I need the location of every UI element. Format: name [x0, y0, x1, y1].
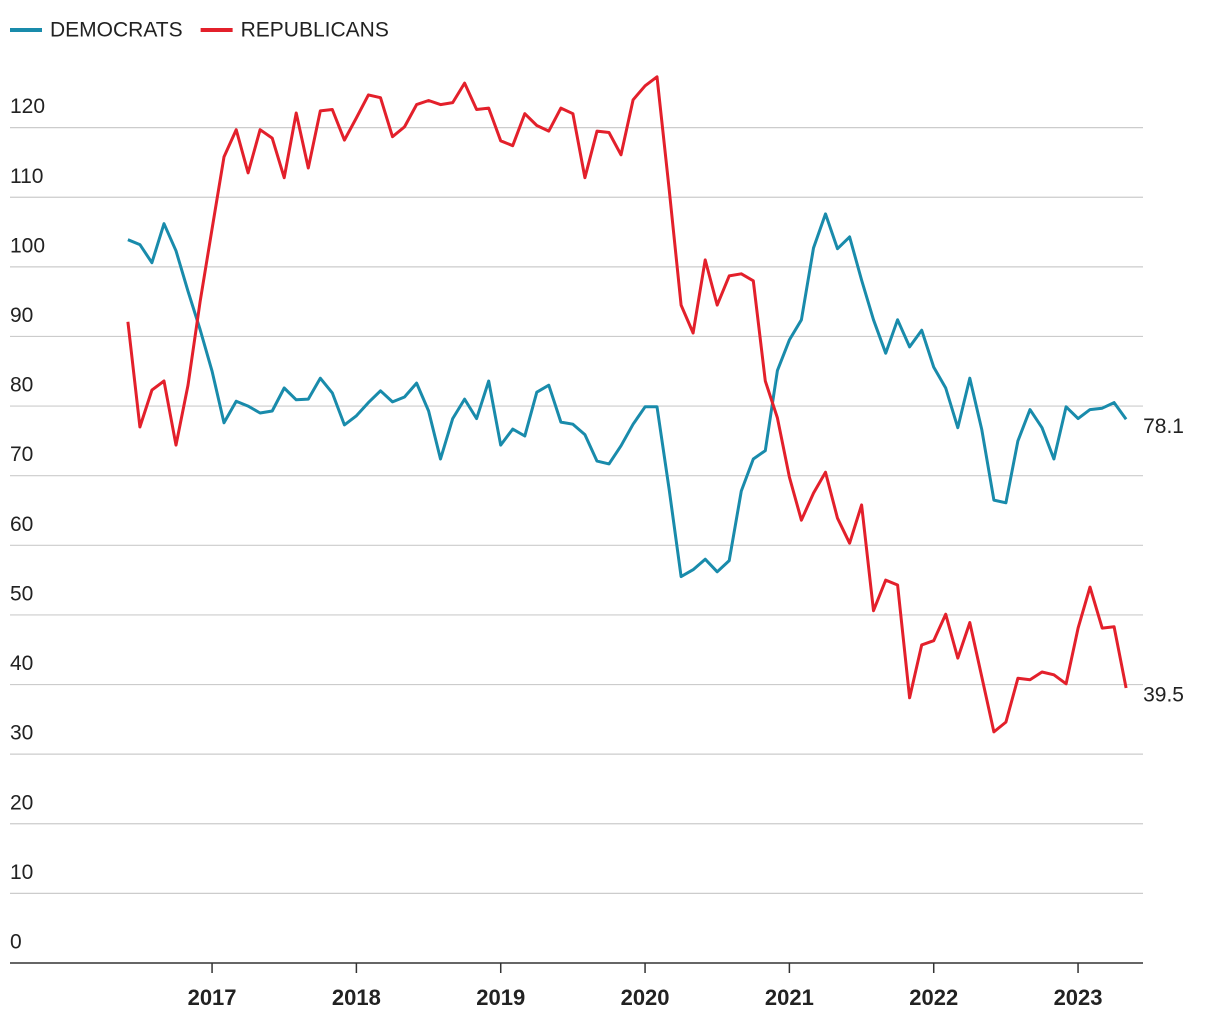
y-tick-label: 10 — [10, 861, 33, 884]
end-value-label: 78.1 — [1143, 415, 1184, 438]
series-line — [127, 212, 1128, 579]
y-tick-label: 40 — [10, 652, 33, 675]
y-tick-label: 60 — [10, 513, 33, 536]
x-tick-label: 2020 — [621, 985, 670, 1010]
x-tick-label: 2021 — [765, 985, 814, 1010]
y-tick-label: 90 — [10, 304, 33, 327]
x-tick-label: 2019 — [476, 985, 525, 1010]
end-value-label: 39.5 — [1143, 684, 1184, 707]
y-tick-label: 20 — [10, 791, 33, 814]
y-tick-label: 30 — [10, 722, 33, 745]
legend-label: REPUBLICANS — [241, 19, 389, 42]
x-tick-label: 2023 — [1054, 985, 1103, 1010]
x-tick-label: 2022 — [909, 985, 958, 1010]
x-tick-label: 2018 — [332, 985, 381, 1010]
y-tick-label: 0 — [10, 931, 22, 954]
y-tick-label: 100 — [10, 234, 45, 257]
x-tick-label: 2017 — [188, 985, 237, 1010]
y-tick-label: 50 — [10, 582, 33, 605]
y-tick-label: 120 — [10, 95, 45, 118]
y-tick-label: 70 — [10, 443, 33, 466]
series-line — [126, 75, 1128, 734]
y-tick-label: 80 — [10, 374, 33, 397]
legend-label: DEMOCRATS — [50, 19, 183, 42]
y-tick-label: 110 — [10, 165, 43, 188]
